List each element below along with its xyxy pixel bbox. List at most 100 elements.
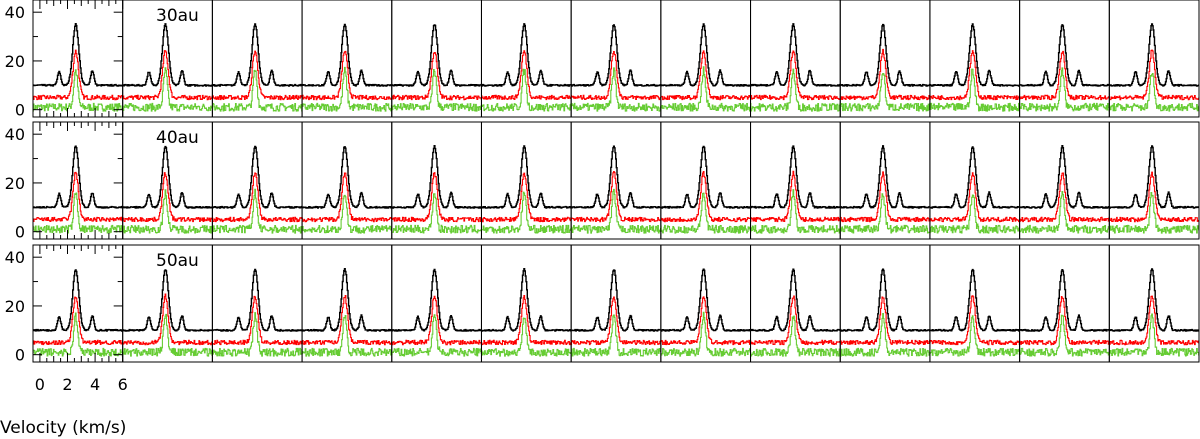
series-line bbox=[481, 172, 572, 223]
x-tick-label: 4 bbox=[90, 375, 100, 394]
series-line bbox=[1019, 145, 1110, 209]
spectrum-panel bbox=[660, 121, 752, 240]
spectrum-panel bbox=[570, 244, 662, 363]
series-line bbox=[391, 268, 482, 332]
series-line bbox=[481, 191, 572, 234]
series-line bbox=[660, 296, 751, 346]
series-line bbox=[660, 171, 751, 223]
spectrum-panel bbox=[301, 121, 393, 240]
series-line bbox=[212, 23, 303, 87]
series-line bbox=[750, 295, 841, 346]
spectrum-panel bbox=[211, 244, 303, 363]
series-line bbox=[391, 24, 482, 87]
series-line bbox=[32, 145, 123, 209]
spectrum-panel bbox=[301, 0, 393, 118]
series-line bbox=[929, 68, 1020, 112]
series-line bbox=[481, 68, 572, 112]
series-line bbox=[391, 172, 482, 223]
series-line bbox=[660, 192, 751, 234]
series-line bbox=[1019, 269, 1110, 332]
series-line bbox=[570, 24, 662, 87]
y-tick-label: 40 bbox=[5, 3, 25, 22]
series-line bbox=[929, 146, 1020, 209]
series-line bbox=[122, 172, 213, 223]
spectrum-panel bbox=[391, 0, 482, 118]
x-tick-label: 6 bbox=[118, 375, 128, 394]
y-tick-label: 40 bbox=[5, 125, 25, 144]
spectrum-panel bbox=[32, 0, 124, 118]
series-line bbox=[840, 48, 931, 101]
spectrum-panel bbox=[480, 244, 572, 363]
series-line bbox=[32, 312, 123, 357]
series-line bbox=[570, 67, 662, 112]
spectrum-panel bbox=[480, 0, 572, 118]
series-line bbox=[929, 50, 1020, 101]
series-line bbox=[1109, 268, 1200, 332]
series-line bbox=[481, 294, 572, 346]
spectrum-panel bbox=[660, 0, 752, 118]
y-tick-label: 40 bbox=[5, 248, 25, 267]
series-line bbox=[32, 296, 123, 346]
series-line bbox=[212, 50, 303, 101]
series-line bbox=[840, 171, 931, 223]
series-line bbox=[840, 193, 931, 234]
series-line bbox=[570, 170, 662, 223]
spectrum-panel bbox=[1108, 244, 1200, 363]
spectrum-panel bbox=[391, 244, 482, 363]
series-line bbox=[122, 189, 213, 234]
series-line bbox=[481, 23, 572, 87]
spectrum-panel bbox=[660, 244, 752, 363]
series-line bbox=[929, 315, 1020, 357]
series-line bbox=[929, 295, 1020, 346]
series-line bbox=[839, 268, 931, 332]
series-line bbox=[391, 314, 482, 357]
series-line bbox=[929, 23, 1020, 87]
x-tick-label: 0 bbox=[35, 375, 45, 394]
series-line bbox=[481, 317, 572, 357]
spectrum-panel bbox=[32, 121, 124, 240]
series-line bbox=[301, 146, 393, 209]
y-tick-label: 20 bbox=[5, 174, 25, 193]
series-line bbox=[839, 145, 931, 209]
series-line bbox=[32, 269, 123, 332]
series-line bbox=[391, 145, 482, 209]
spectrum-panel bbox=[570, 0, 662, 118]
series-line bbox=[32, 23, 123, 87]
y-tick-label: 0 bbox=[15, 223, 25, 242]
spectrum-panel bbox=[750, 244, 841, 363]
spectrum-panel bbox=[480, 121, 572, 240]
series-line bbox=[301, 314, 392, 357]
series-line bbox=[391, 295, 482, 346]
series-line bbox=[122, 67, 213, 112]
series-line bbox=[570, 269, 662, 332]
series-line bbox=[32, 171, 123, 223]
series-line bbox=[750, 68, 841, 112]
spectrum-panel bbox=[929, 0, 1021, 118]
spectrum-panel bbox=[750, 121, 841, 240]
series-line bbox=[840, 73, 931, 112]
series-line bbox=[929, 268, 1020, 332]
series-line bbox=[840, 296, 931, 346]
series-line bbox=[750, 170, 841, 223]
series-line bbox=[839, 23, 931, 87]
series-line bbox=[660, 311, 751, 357]
y-tick-labels-layer: 0 20 40 0 20 40 0 20 40 bbox=[5, 3, 25, 365]
series-line bbox=[750, 189, 841, 234]
spectrum-panel bbox=[301, 244, 393, 363]
series-line bbox=[32, 49, 123, 101]
row-label: 50au bbox=[156, 251, 199, 271]
series-line bbox=[301, 23, 393, 87]
series-line bbox=[122, 313, 213, 357]
spectrum-panel bbox=[750, 0, 841, 118]
series-line bbox=[212, 312, 303, 357]
spectrum-panel bbox=[929, 244, 1021, 363]
panel-frame bbox=[1108, 0, 1200, 118]
series-line bbox=[391, 69, 482, 112]
spectrum-panel bbox=[839, 0, 931, 118]
series-line bbox=[481, 50, 572, 101]
row-label: 30au bbox=[156, 6, 199, 26]
series-line bbox=[301, 172, 392, 223]
series-line bbox=[212, 145, 303, 209]
series-line bbox=[660, 145, 751, 209]
